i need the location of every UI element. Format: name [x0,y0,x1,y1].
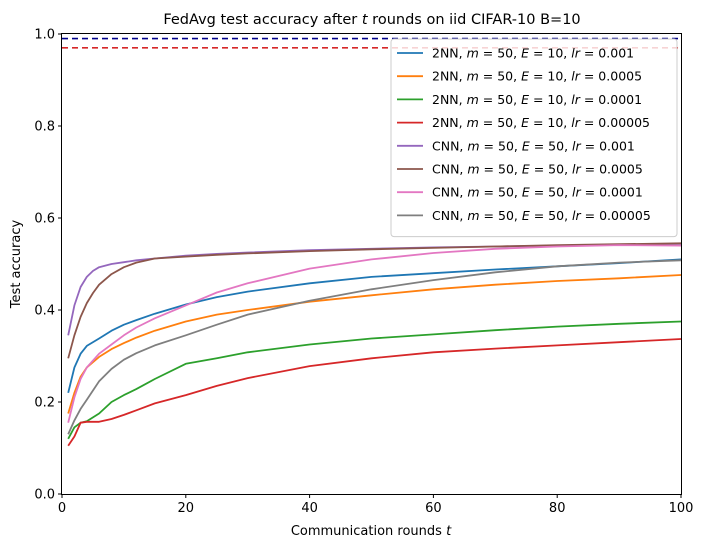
legend-label: CNN, m = 50, E = 50, lr = 0.0001 [432,185,643,200]
series-line [67,259,682,435]
y-tick-label: 0.4 [34,304,55,319]
legend-box [390,38,678,238]
series-lines [67,242,682,447]
x-tick-label: 20 [178,501,195,516]
y-axis-title: Test accuracy [9,220,24,310]
legend-label: 2NN, m = 50, E = 10, lr = 0.0005 [432,69,642,84]
y-tick-label: 1.0 [34,28,55,43]
y-axis: 0.0 0.2 0.4 0.6 0.8 1.0 [34,28,62,503]
legend-label: CNN, m = 50, E = 50, lr = 0.0005 [432,162,643,177]
y-tick-label: 0.8 [34,120,55,135]
plot-area [61,33,682,495]
y-tick-label: 0.2 [34,396,55,411]
y-tick-label: 0.0 [34,488,55,503]
legend-label: CNN, m = 50, E = 50, lr = 0.00005 [432,208,651,223]
plot-frame [61,33,682,495]
x-axis: 0 20 40 60 80 100 [58,494,694,516]
chart-title: FedAvg test accuracy after t rounds on i… [163,12,580,28]
y-tick-label: 0.6 [34,212,55,227]
x-tick-label: 60 [425,501,442,516]
x-tick-label: 0 [58,501,66,516]
legend-label: 2NN, m = 50, E = 10, lr = 0.001 [432,46,634,61]
series-line [67,242,682,359]
legend-label: 2NN, m = 50, E = 10, lr = 0.0001 [432,92,642,107]
x-tick-label: 100 [669,501,694,516]
series-line [67,338,682,447]
legend-label: 2NN, m = 50, E = 10, lr = 0.00005 [432,115,650,130]
x-axis-title: Communication rounds t [291,524,452,539]
legend: 2NN, m = 50, E = 10, lr = 0.001 2NN, m = … [390,38,678,238]
legend-label: CNN, m = 50, E = 50, lr = 0.001 [432,138,635,153]
x-tick-label: 80 [549,501,566,516]
series-line [67,244,682,423]
x-tick-label: 40 [301,501,318,516]
